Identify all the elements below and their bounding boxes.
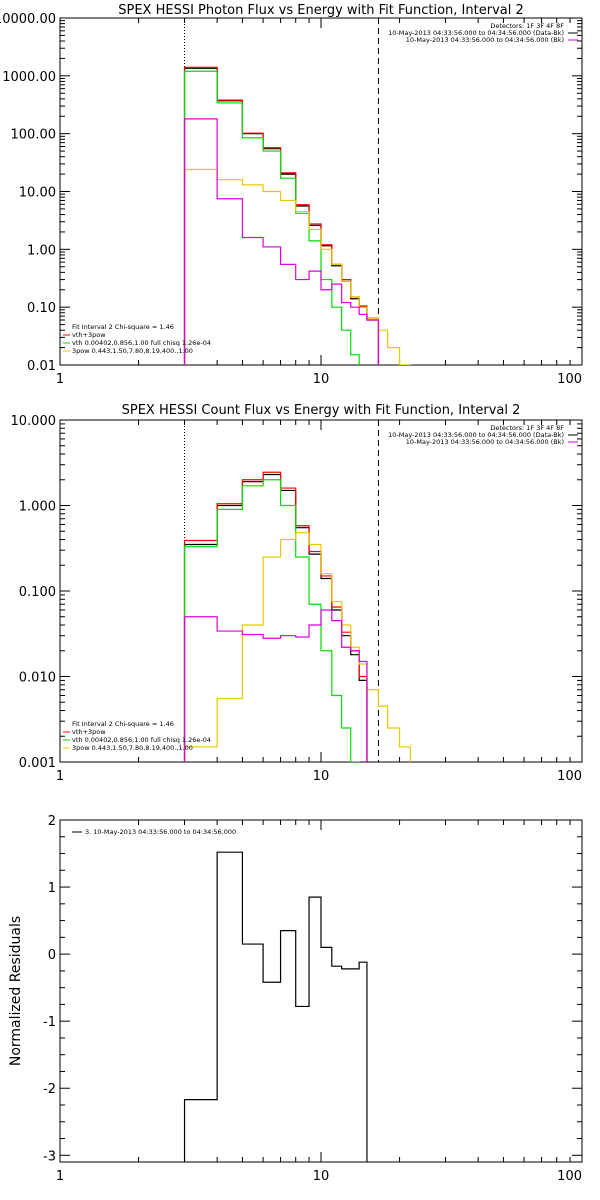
y-tick-label: 10.00 xyxy=(19,186,56,201)
y-tick-label: -2 xyxy=(43,1082,56,1097)
fit-legend-entry: 3pow 0.443,1.50,7.80,8.19,400.,1.00 xyxy=(72,744,193,752)
x-tick-label: 1 xyxy=(56,372,64,387)
y-tick-label: 0.01 xyxy=(27,359,56,374)
y-tick-label: 0 xyxy=(48,948,56,963)
legend-entry: 3. 10-May-2013 04:33:56.000 to 04:34:56.… xyxy=(85,828,236,836)
legend-entry: 10-May-2013 04:33:56.000 to 04:34:56.000… xyxy=(388,431,564,439)
chart-panel-1: SPEX HESSI Photon Flux vs Energy with Fi… xyxy=(0,3,583,387)
plot-frame xyxy=(59,419,583,763)
y-tick-label: -3 xyxy=(43,1149,56,1164)
fit-legend-entry: 3pow 0.443,1.50,7.80,8.19,400.,1.00 xyxy=(72,347,193,355)
fit-legend-entry: Fit Interval 2 Chi-square = 1.46 xyxy=(72,720,174,728)
series-line-3 xyxy=(183,479,360,762)
x-tick-label: 1 xyxy=(56,769,64,784)
y-tick-label: 100.00 xyxy=(11,128,57,143)
legend-entry: 10-May-2013 04:33:56.000 to 04:34:56.000… xyxy=(406,36,564,44)
series-line-5 xyxy=(183,609,368,762)
chart-panel-3: 1 10 100 -3 -2 -1 0 1 2 Normalized Residuals 3. 10… xyxy=(8,814,583,1184)
series-line-2 xyxy=(183,471,368,762)
series-line-4 xyxy=(183,168,411,365)
series-line-1 xyxy=(183,851,368,1162)
y-tick-label: -1 xyxy=(43,1015,56,1030)
x-tick-label: 100 xyxy=(557,1169,582,1184)
fit-legend-entry: Fit Interval 2 Chi-square = 1.46 xyxy=(72,323,174,331)
x-tick-label: 100 xyxy=(557,372,582,387)
y-tick-label: 0.010 xyxy=(19,671,56,686)
legend-entry: 10-May-2013 04:33:56.000 to 04:34:56.000… xyxy=(388,29,564,37)
chart-title: SPEX HESSI Count Flux vs Energy with Fit… xyxy=(122,403,521,418)
x-tick-label: 1 xyxy=(56,1169,64,1184)
y-tick-label: 2 xyxy=(48,814,56,829)
x-tick-label: 100 xyxy=(557,769,582,784)
y-axis-label: Normalized Residuals xyxy=(8,916,24,1066)
fit-legend-entry: vth+3pow xyxy=(72,728,106,736)
series-line-5 xyxy=(183,118,380,365)
series-line-1 xyxy=(183,67,380,365)
legend-entry: 10-May-2013 04:33:56.000 to 04:34:56.000… xyxy=(406,438,564,446)
y-tick-label: 1 xyxy=(48,881,56,896)
x-tick-label: 10 xyxy=(313,372,330,387)
y-tick-label: 10.000 xyxy=(11,414,57,429)
series-line-1 xyxy=(183,473,368,762)
series-line-3 xyxy=(183,70,360,365)
y-tick-label: 0.100 xyxy=(19,585,56,600)
fit-legend-entry: vth+3pow xyxy=(72,331,106,339)
y-tick-label: 0.10 xyxy=(27,301,56,316)
y-tick-label: 1000.00 xyxy=(2,70,56,85)
legend-entry: Detectors: 1F 3F 4F 8F xyxy=(490,424,564,432)
plot-frame xyxy=(59,17,583,366)
legend-entry: Detectors: 1F 3F 4F 8F xyxy=(490,22,564,30)
chart-panel-2: SPEX HESSI Count Flux vs Energy with Fit… xyxy=(11,403,583,784)
y-tick-label: 1.00 xyxy=(27,243,56,258)
plot-frame xyxy=(59,819,583,1163)
x-tick-label: 10 xyxy=(313,1169,330,1184)
x-tick-label: 10 xyxy=(313,769,330,784)
series-line-4 xyxy=(183,532,411,762)
chart-title: SPEX HESSI Photon Flux vs Energy with Fi… xyxy=(118,3,524,18)
y-tick-label: 10000.00 xyxy=(0,12,56,27)
series-line-2 xyxy=(183,66,380,365)
y-tick-label: 1.000 xyxy=(19,500,56,515)
y-tick-label: 0.001 xyxy=(19,756,56,771)
fit-legend-entry: vth 0.00402,0.856,1.00 full chisq 1.26e-… xyxy=(72,339,211,347)
fit-legend-entry: vth 0.00402,0.856,1.00 full chisq 1.26e-… xyxy=(72,736,211,744)
